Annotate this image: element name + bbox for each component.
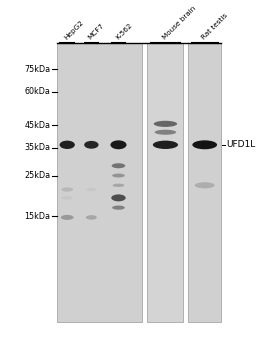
Ellipse shape bbox=[86, 188, 96, 191]
Text: Mouse brain: Mouse brain bbox=[161, 6, 197, 41]
Text: 45kDa: 45kDa bbox=[25, 121, 51, 130]
Ellipse shape bbox=[113, 184, 124, 187]
Text: 60kDa: 60kDa bbox=[25, 87, 51, 96]
Ellipse shape bbox=[192, 140, 217, 149]
Text: K-562: K-562 bbox=[114, 22, 133, 41]
Text: HepG2: HepG2 bbox=[63, 19, 85, 41]
Ellipse shape bbox=[86, 215, 97, 220]
Bar bbox=[148, 43, 183, 322]
Ellipse shape bbox=[87, 196, 96, 199]
Ellipse shape bbox=[153, 141, 178, 149]
Bar bbox=[58, 43, 142, 322]
Ellipse shape bbox=[61, 215, 74, 220]
Ellipse shape bbox=[155, 130, 176, 135]
Text: 15kDa: 15kDa bbox=[25, 211, 51, 220]
Text: MCF7: MCF7 bbox=[87, 23, 106, 41]
Ellipse shape bbox=[112, 174, 125, 177]
Text: 35kDa: 35kDa bbox=[25, 143, 51, 152]
Ellipse shape bbox=[112, 163, 125, 168]
Text: Rat testis: Rat testis bbox=[200, 13, 229, 41]
Ellipse shape bbox=[61, 187, 73, 191]
Ellipse shape bbox=[111, 194, 126, 201]
Ellipse shape bbox=[60, 141, 75, 149]
Text: 75kDa: 75kDa bbox=[24, 65, 51, 74]
Ellipse shape bbox=[84, 141, 99, 149]
Text: UFD1L: UFD1L bbox=[226, 140, 255, 149]
Ellipse shape bbox=[195, 182, 215, 188]
Ellipse shape bbox=[111, 140, 126, 149]
Ellipse shape bbox=[112, 205, 125, 210]
Ellipse shape bbox=[154, 121, 177, 127]
Bar bbox=[188, 43, 221, 322]
Ellipse shape bbox=[62, 196, 73, 200]
Text: 25kDa: 25kDa bbox=[24, 171, 51, 180]
